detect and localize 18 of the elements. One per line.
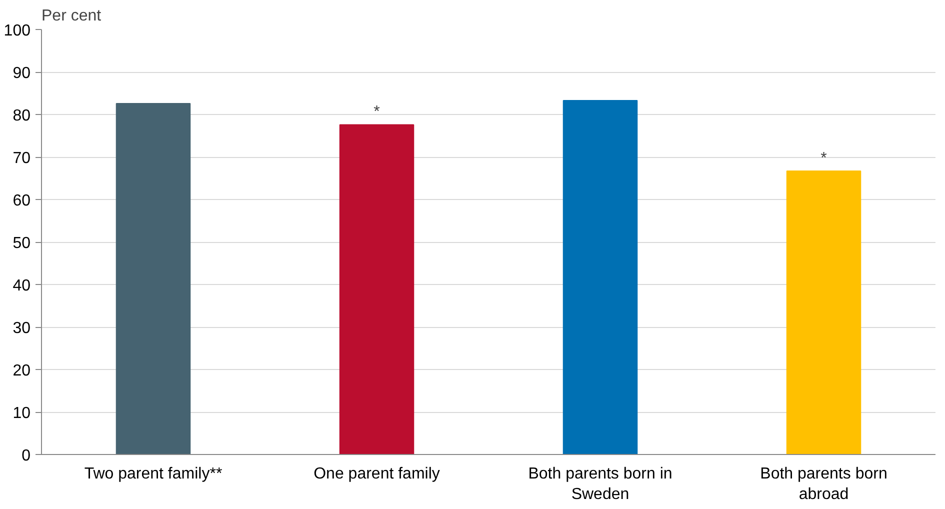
x-tick-label: Two parent family**: [84, 466, 222, 482]
y-tick-label: 0: [22, 448, 31, 464]
x-tick-label: One parent family: [314, 466, 440, 482]
y-tick-label: 50: [12, 235, 31, 252]
y-tick-label: 30: [12, 320, 31, 337]
x-tick-label: Both parents born in Sweden: [528, 466, 672, 503]
y-tick-label: 100: [4, 22, 31, 40]
y-tick-label: 90: [12, 65, 31, 82]
x-tick-label: Both parents born abroad: [760, 466, 888, 503]
y-tick-label: 40: [12, 278, 31, 294]
y-tick-label: 80: [12, 108, 31, 124]
y-tick-label: 60: [12, 192, 31, 210]
y-tick-label: 70: [12, 150, 31, 167]
y-tick-label: 20: [12, 362, 31, 380]
y-axis-title: Per cent: [42, 8, 102, 24]
annotation: *: [374, 104, 380, 121]
y-tick-label: 10: [12, 405, 31, 422]
annotation: *: [820, 150, 827, 168]
